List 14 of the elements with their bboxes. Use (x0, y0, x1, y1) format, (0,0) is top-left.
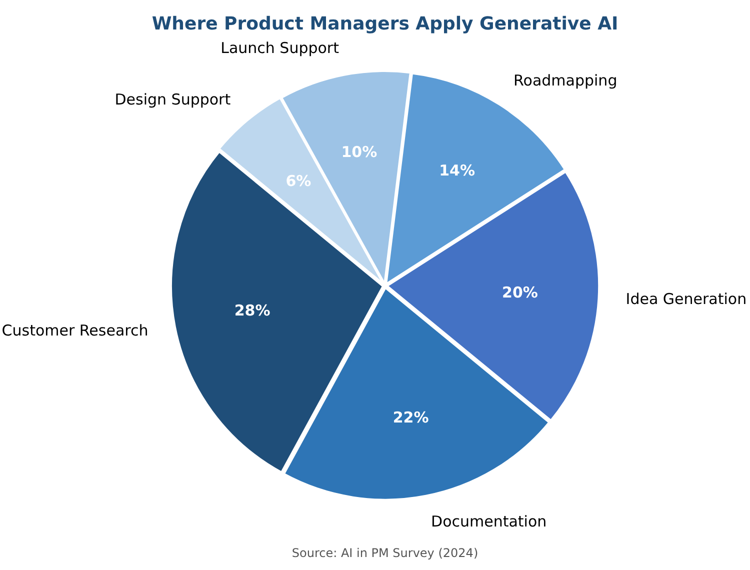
data-label: 10% (341, 142, 378, 161)
slice-label: Customer Research (2, 322, 148, 340)
slice-label: Documentation (431, 512, 547, 530)
slice-label: Launch Support (220, 38, 340, 57)
source-note: Source: AI in PM Survey (2024) (292, 546, 478, 560)
slice-label: Idea Generation (626, 290, 747, 308)
data-label: 22% (392, 408, 429, 426)
data-label: 14% (439, 161, 475, 180)
slice-label: Design Support (114, 90, 231, 108)
data-label: 20% (502, 284, 538, 302)
slice-label: Roadmapping (514, 72, 618, 90)
chart-title: Where Product Managers Apply Generative AI (152, 13, 618, 34)
data-label: 28% (234, 301, 270, 320)
data-label: 6% (286, 172, 312, 190)
